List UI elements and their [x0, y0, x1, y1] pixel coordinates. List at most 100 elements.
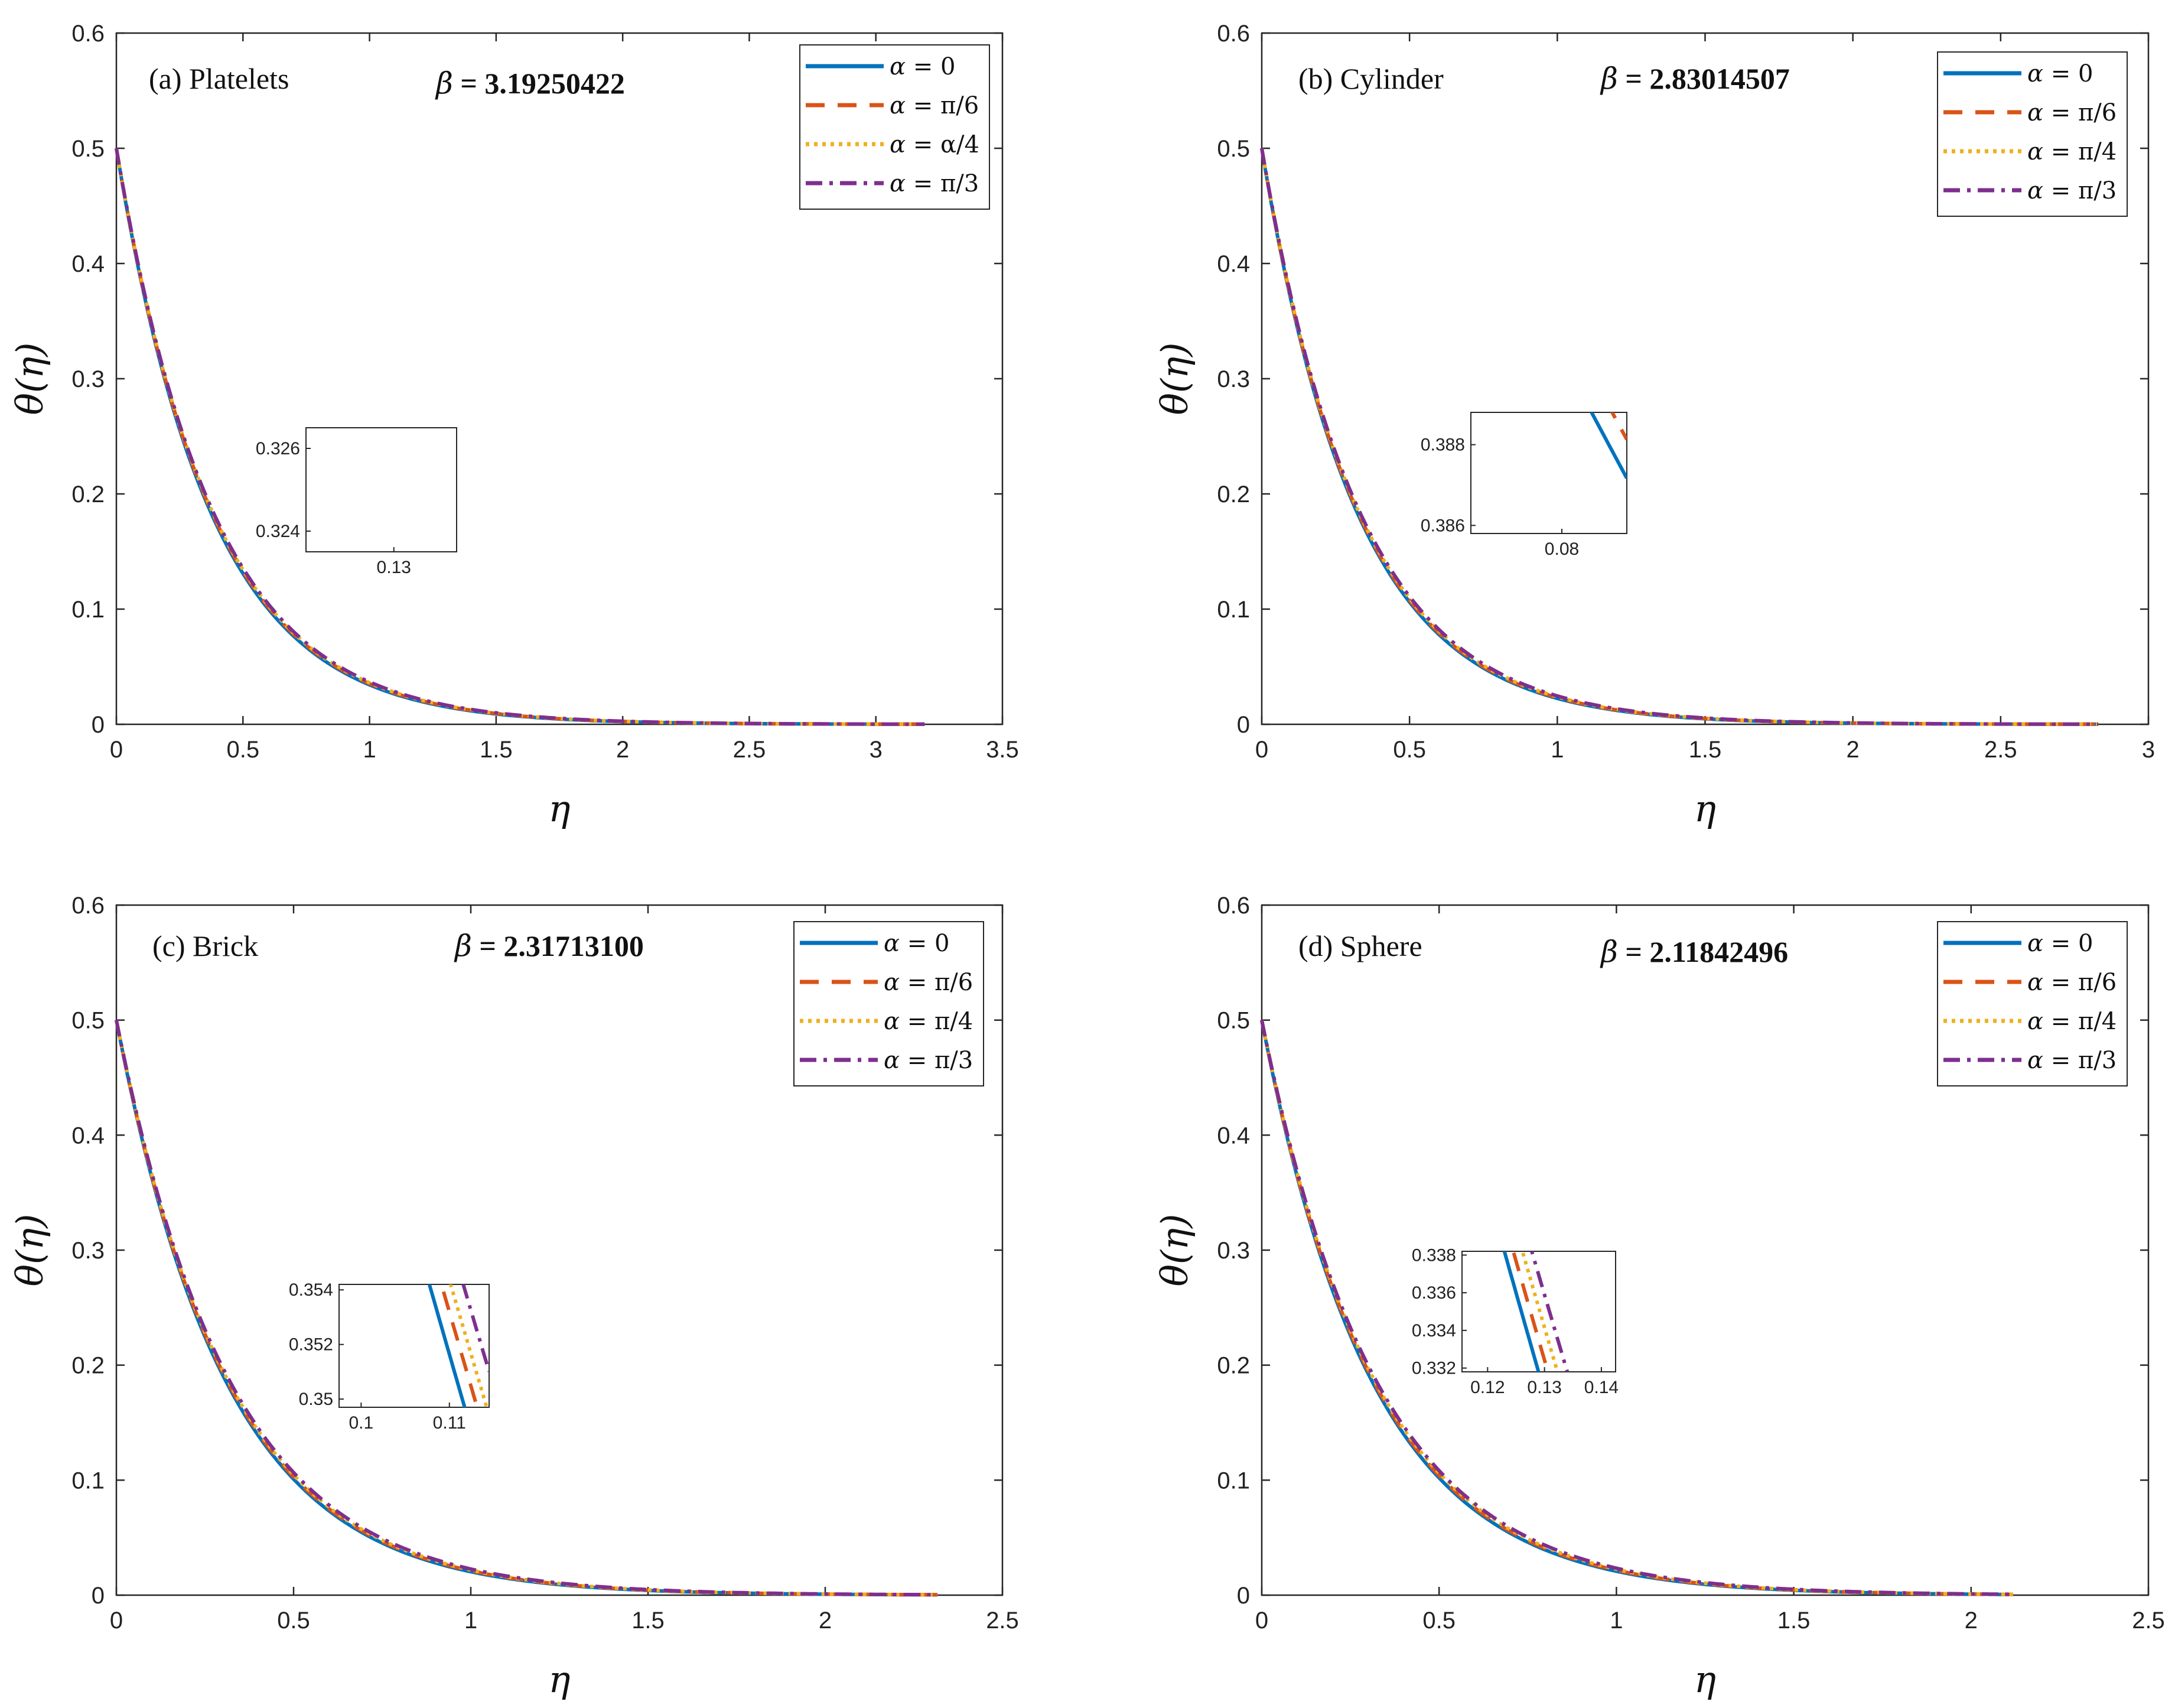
- inset-series-line-0: [427, 1284, 467, 1407]
- x-axis-label: η: [1694, 787, 1716, 830]
- legend-alpha: α: [890, 131, 906, 158]
- inset-series-line-3: [1530, 1251, 1570, 1372]
- y-tick-label: 0.1: [71, 1468, 105, 1494]
- beta-equals: =: [453, 67, 485, 100]
- inset-box: [305, 427, 457, 552]
- legend-value: π/6: [2078, 99, 2117, 126]
- beta-value: 2.83014507: [1649, 62, 1790, 95]
- legend-value: 0: [2078, 60, 2093, 87]
- legend-alpha: α: [890, 170, 906, 197]
- x-tick-label: 2: [819, 1608, 832, 1634]
- y-tick-label: 0.3: [1217, 366, 1250, 392]
- x-tick-label: 3.5: [986, 737, 1019, 763]
- y-tick-label: 0.2: [1217, 1353, 1250, 1379]
- beta-equals: =: [1618, 62, 1650, 95]
- legend-equals: =: [2043, 1008, 2078, 1035]
- y-tick-label: 0.4: [1217, 251, 1250, 277]
- inset-y-tick-label: 0.326: [256, 439, 300, 458]
- legend-value: π/6: [2078, 969, 2117, 996]
- legend-value: 0: [940, 53, 955, 80]
- y-tick-label: 0.5: [1217, 1008, 1250, 1034]
- legend-entry: α = π/6: [2027, 969, 2117, 996]
- inset-x-tick-label: 0.13: [377, 558, 411, 577]
- legend-equals: =: [2043, 969, 2078, 996]
- inset-y-tick-label: 0.388: [1421, 435, 1465, 455]
- inset-series: [1589, 412, 1627, 479]
- series-line-3: [115, 148, 925, 726]
- inset-y-tick-label: 0.336: [1412, 1283, 1456, 1303]
- inset-x-tick-label: 0.13: [1527, 1378, 1561, 1397]
- y-tick-label: 0.1: [1217, 1468, 1250, 1494]
- legend-entry: α = π/4: [2027, 138, 2117, 165]
- legend-entry: α = π/6: [2027, 99, 2117, 126]
- y-tick-label: 0: [1237, 1583, 1250, 1609]
- inset-x-tick-label: 0.14: [1584, 1378, 1619, 1397]
- inset-zoom: 0.12 0.13 0.14 0.332 0.334 0.336 0.338: [1412, 1245, 1619, 1397]
- inset-y-tick-label: 0.35: [299, 1390, 333, 1409]
- beta-value: 2.31713100: [503, 929, 644, 962]
- inset-x-tick-label: 0.11: [433, 1413, 466, 1433]
- legend-entry: α = π/3: [2027, 177, 2117, 204]
- legend-value: π/6: [940, 92, 979, 119]
- inset-series-line-0: [1589, 412, 1627, 479]
- x-tick-label: 0: [1255, 737, 1268, 763]
- series-line-1: [115, 1020, 938, 1597]
- beta-annotation: β = 2.11842496: [1600, 935, 1788, 969]
- panel-title: (b) Cylinder: [1298, 62, 1444, 95]
- beta-annotation: β = 2.83014507: [1600, 61, 1790, 96]
- inset-series-line-1: [439, 1284, 479, 1407]
- y-tick-label: 0.4: [71, 251, 105, 277]
- legend-value: π/3: [935, 1047, 973, 1074]
- legend-entry: α = π/4: [884, 1008, 973, 1035]
- x-tick-label: 2.5: [1984, 737, 2017, 763]
- inset-zoom: 0.08 0.386 0.388: [1421, 412, 1627, 559]
- x-tick-label: 0.5: [226, 737, 259, 763]
- panel-title: (a) Platelets: [149, 62, 289, 95]
- x-axis-label: η: [1694, 1658, 1716, 1701]
- legend-equals: =: [906, 53, 940, 80]
- x-tick-label: 0.5: [1393, 737, 1426, 763]
- series-line-2: [115, 1020, 938, 1597]
- y-tick-label: 0.5: [71, 136, 105, 162]
- legend-alpha: α: [2027, 1008, 2043, 1035]
- legend-alpha: α: [2027, 99, 2043, 126]
- beta-value: 2.11842496: [1649, 935, 1788, 968]
- y-axis-label: θ(η): [1153, 343, 1196, 415]
- y-tick-label: 0.6: [71, 21, 105, 47]
- chart-panel: 0 0.5 1 1.5 2 2.5 3 3.5 0 0.1 0.2 0.3 0.4 0.5 0.6 η θ(η)…: [8, 21, 1019, 830]
- y-axis-label: θ(η): [8, 1214, 51, 1287]
- beta-symbol: β: [1600, 935, 1618, 969]
- legend-alpha: α: [2027, 177, 2043, 204]
- legend-value: π/4: [2078, 138, 2117, 165]
- legend-alpha: α: [884, 1047, 900, 1074]
- legend-entry: α = π/6: [884, 969, 973, 996]
- legend-value: π/6: [935, 969, 973, 996]
- panel-title: (c) Brick: [152, 929, 258, 962]
- inset-box: [338, 1284, 490, 1408]
- y-tick-label: 0.6: [1217, 21, 1250, 47]
- x-tick-label: 1: [1551, 737, 1564, 763]
- legend-equals: =: [2043, 1047, 2078, 1074]
- legend-alpha: α: [2027, 969, 2043, 996]
- chart-panel: 0 0.5 1 1.5 2 2.5 0 0.1 0.2 0.3 0.4 0.5 0.6 η θ(η) (d) …: [1153, 893, 2165, 1701]
- legend-equals: =: [2043, 138, 2078, 165]
- inset-y-tick-label: 0.354: [289, 1280, 333, 1300]
- legend-alpha: α: [2027, 60, 2043, 87]
- y-axis-label: θ(η): [1153, 1214, 1196, 1287]
- chart-panel: 0 0.5 1 1.5 2 2.5 0 0.1 0.2 0.3 0.4 0.5 0.6 η θ(η) (c) …: [8, 893, 1019, 1701]
- legend-equals: =: [900, 969, 935, 996]
- legend-entry: α = π/3: [890, 170, 979, 197]
- y-tick-label: 0: [92, 1583, 105, 1609]
- legend: α = 0 α = π/6 α = π/4 α = π/3: [1937, 51, 2128, 217]
- x-tick-label: 1: [1610, 1608, 1623, 1634]
- legend-entry: α = π/6: [890, 92, 979, 119]
- y-tick-label: 0.1: [1217, 597, 1250, 623]
- x-tick-label: 1.5: [1777, 1608, 1811, 1634]
- legend-equals: =: [2043, 930, 2078, 957]
- legend-alpha: α: [890, 92, 906, 119]
- legend-equals: =: [900, 1047, 935, 1074]
- legend-value: π/3: [2078, 177, 2117, 204]
- inset-series-line-3: [461, 1284, 489, 1372]
- x-tick-label: 2: [1847, 737, 1860, 763]
- series-line-3: [115, 1020, 938, 1597]
